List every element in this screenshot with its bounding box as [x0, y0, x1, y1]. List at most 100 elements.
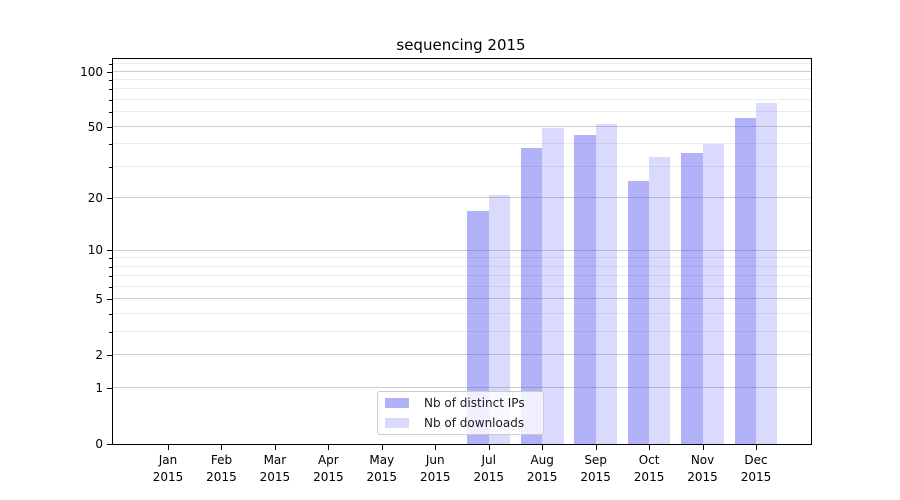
xtick-year-aug: 2015	[526, 470, 558, 484]
xtick-month-jun: Jun	[425, 453, 445, 467]
minor-gridline-7	[113, 275, 811, 277]
ytick-minor-mark-60	[109, 112, 112, 114]
xtick-mark-nov	[702, 445, 704, 450]
legend-swatch-downloads	[385, 418, 409, 428]
xtick-month-may: May	[369, 453, 395, 467]
ytick-mark-5	[107, 299, 112, 301]
xtick-mark-apr	[328, 445, 330, 450]
xtick-mark-feb	[221, 445, 223, 450]
xtick-month-jan: Jan	[158, 453, 178, 467]
xtick-month-feb: Feb	[210, 453, 233, 467]
minor-gridline-90	[113, 78, 811, 80]
minor-gridline-4	[113, 313, 811, 315]
bar-distinct-ips-aug	[520, 148, 543, 444]
major-gridline-5	[113, 298, 811, 300]
minor-gridline-9	[113, 257, 811, 259]
major-gridline-10	[113, 249, 811, 251]
xtick-mark-jan	[168, 445, 169, 450]
xtick-month-aug: Aug	[530, 453, 554, 467]
xtick-label-jul: Jul 2015	[457, 452, 521, 486]
xtick-mark-aug	[542, 445, 544, 450]
ytick-label-100: 100	[80, 64, 103, 79]
minor-gridline-3	[113, 331, 811, 333]
major-gridline-50	[113, 125, 811, 127]
bar-distinct-ips-sep	[574, 135, 596, 444]
ytick-minor-mark-70	[109, 99, 112, 101]
minor-gridline-60	[113, 111, 811, 113]
legend-label-downloads: Nb of downloads	[424, 416, 525, 430]
xtick-mark-mar	[274, 445, 276, 450]
xtick-mark-jul	[488, 445, 490, 450]
ytick-label-10: 10	[87, 243, 103, 258]
xtick-mark-may	[381, 445, 383, 450]
xtick-year-apr: 2015	[313, 470, 344, 484]
major-gridline-2	[113, 354, 811, 356]
bar-downloads-jul	[488, 194, 511, 444]
ytick-mark-2	[107, 355, 112, 357]
ytick-mark-0	[107, 444, 112, 445]
xtick-year-dec: 2015	[740, 470, 772, 484]
xtick-year-jan: 2015	[152, 470, 184, 484]
bar-distinct-ips-nov	[681, 152, 703, 444]
xtick-month-jul: Jul	[481, 453, 496, 467]
ytick-minor-mark-110	[109, 63, 112, 65]
xtick-label-may: May 2015	[350, 452, 414, 486]
xtick-year-may: 2015	[366, 470, 398, 484]
legend-swatch-distinct-ips	[385, 398, 409, 408]
xtick-label-mar: Mar 2015	[243, 452, 307, 486]
major-gridline-1	[113, 387, 811, 389]
xtick-month-oct: Oct	[638, 453, 660, 467]
xtick-month-sep: Sep	[584, 453, 607, 467]
bar-downloads-oct	[649, 157, 671, 444]
xtick-label-jan: Jan 2015	[136, 452, 200, 486]
xtick-label-dec: Dec 2015	[724, 452, 788, 486]
xtick-label-aug: Aug 2015	[510, 452, 574, 486]
xtick-label-sep: Sep 2015	[564, 452, 628, 486]
bar-downloads-sep	[595, 123, 618, 444]
minor-gridline-40	[113, 143, 811, 145]
minor-gridline-8	[113, 265, 811, 267]
minor-gridline-80	[113, 88, 811, 90]
ytick-label-5: 5	[95, 292, 103, 307]
minor-gridline-70	[113, 99, 811, 100]
plot-area: Nb of distinct IPs Nb of downloads	[112, 58, 812, 445]
legend-item-downloads: Nb of downloads	[385, 413, 543, 433]
xtick-label-oct: Oct 2015	[617, 452, 681, 486]
xtick-year-nov: 2015	[687, 470, 718, 484]
chart-title: sequencing 2015	[396, 36, 526, 54]
bar-downloads-aug	[542, 128, 564, 444]
ytick-label-0: 0	[95, 437, 103, 451]
xtick-mark-sep	[595, 445, 597, 450]
xtick-year-oct: 2015	[633, 470, 665, 484]
legend-item-distinct-ips: Nb of distinct IPs	[385, 393, 543, 413]
ytick-label-20: 20	[87, 191, 103, 206]
bar-distinct-ips-dec	[734, 117, 756, 444]
ytick-minor-mark-7	[109, 276, 112, 278]
minor-gridline-6	[113, 285, 811, 287]
xtick-month-mar: Mar	[263, 453, 287, 467]
xtick-month-apr: Apr	[317, 453, 339, 467]
xtick-year-feb: 2015	[206, 470, 237, 484]
xtick-mark-oct	[649, 445, 651, 450]
xtick-month-nov: Nov	[690, 453, 715, 467]
ytick-mark-50	[107, 126, 112, 128]
ytick-label-2: 2	[95, 348, 103, 363]
major-gridline-100	[113, 70, 811, 72]
ytick-minor-mark-3	[109, 332, 112, 334]
xtick-year-sep: 2015	[580, 470, 611, 484]
xtick-label-jun: Jun 2015	[403, 452, 467, 486]
ytick-minor-mark-30	[109, 166, 112, 168]
bar-distinct-ips-oct	[627, 181, 650, 444]
ytick-mark-100	[107, 71, 112, 73]
ytick-minor-mark-8	[109, 266, 112, 268]
minor-gridline-110	[113, 62, 811, 64]
ytick-minor-mark-4	[109, 314, 112, 316]
ytick-minor-mark-6	[109, 286, 112, 288]
xtick-year-jul: 2015	[473, 470, 504, 484]
legend: Nb of distinct IPs Nb of downloads	[377, 391, 544, 435]
legend-label-distinct-ips: Nb of distinct IPs	[424, 396, 525, 410]
bar-downloads-dec	[755, 103, 778, 444]
ytick-mark-1	[107, 388, 112, 390]
ytick-minor-mark-40	[109, 144, 112, 146]
